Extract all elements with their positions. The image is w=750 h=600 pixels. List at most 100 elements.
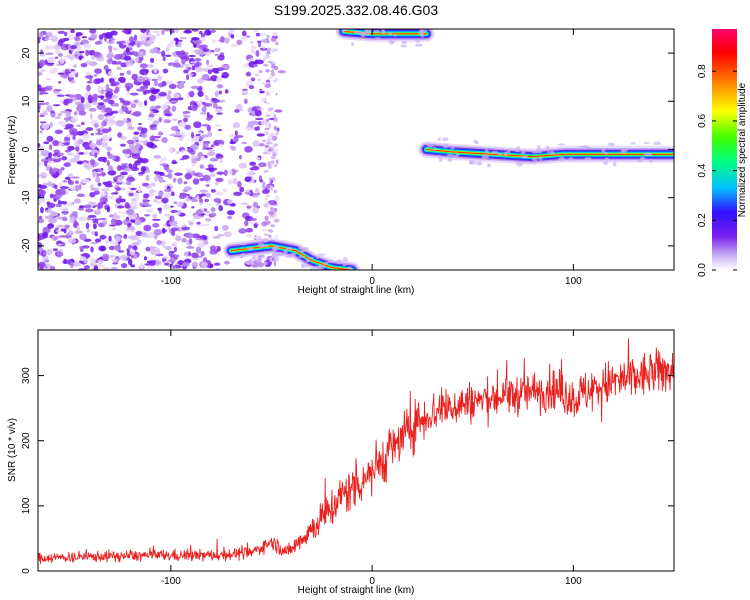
- noise-speckle: [106, 160, 110, 167]
- noise-speckle: [224, 260, 230, 265]
- noise-speckle: [38, 109, 41, 113]
- noise-speckle: [90, 241, 99, 245]
- ridge-halo: [350, 42, 355, 46]
- snr-xtick-label: 100: [565, 576, 582, 587]
- noise-speckle: [139, 63, 148, 69]
- snr-plot-area: [38, 330, 674, 571]
- noise-speckle: [106, 146, 112, 151]
- noise-speckle: [171, 161, 178, 164]
- noise-speckle: [44, 102, 50, 105]
- ridge-halo: [653, 141, 661, 145]
- noise-speckle: [93, 74, 98, 77]
- noise-speckle: [261, 189, 270, 195]
- noise-speckle: [274, 109, 283, 113]
- noise-speckle: [238, 154, 242, 160]
- noise-speckle: [268, 177, 275, 181]
- noise-speckle: [253, 260, 261, 263]
- noise-speckle: [253, 29, 259, 33]
- ridge-halo: [503, 151, 508, 156]
- noise-speckle: [143, 224, 152, 232]
- noise-speckle: [207, 151, 215, 157]
- noise-speckle: [61, 242, 66, 247]
- noise-speckle: [157, 82, 165, 88]
- noise-speckle: [120, 171, 128, 176]
- noise-speckle: [64, 224, 69, 230]
- noise-speckle: [265, 118, 270, 122]
- noise-speckle: [85, 127, 94, 131]
- noise-speckle: [151, 218, 161, 221]
- ridge-halo: [271, 247, 277, 253]
- noise-speckle: [203, 210, 211, 213]
- spectral-ridge-3: [418, 137, 674, 168]
- noise-speckle: [90, 132, 95, 136]
- noise-speckle: [136, 42, 141, 48]
- noise-speckle: [49, 121, 53, 128]
- noise-speckle: [78, 207, 85, 211]
- noise-speckle: [174, 172, 183, 176]
- noise-speckle: [152, 223, 160, 228]
- noise-speckle: [67, 145, 75, 151]
- noise-speckle: [133, 218, 142, 226]
- noise-speckle: [267, 47, 272, 52]
- noise-speckle: [215, 177, 224, 183]
- noise-speckle: [140, 127, 148, 134]
- noise-speckle: [163, 188, 173, 193]
- noise-speckle: [39, 90, 44, 96]
- noise-speckle: [46, 56, 56, 64]
- noise-speckle: [125, 181, 132, 186]
- noise-speckle: [97, 102, 105, 106]
- ridge-halo: [306, 259, 310, 263]
- noise-speckle: [119, 72, 125, 76]
- noise-speckle: [180, 192, 188, 197]
- noise-speckle: [109, 254, 116, 258]
- noise-speckle: [126, 139, 135, 145]
- noise-speckle: [138, 34, 148, 41]
- noise-speckle: [177, 53, 184, 58]
- noise-speckle: [173, 201, 178, 204]
- noise-speckle: [138, 122, 142, 126]
- noise-speckle: [209, 173, 216, 177]
- noise-speckle: [196, 87, 203, 91]
- noise-speckle: [44, 259, 50, 263]
- noise-speckle: [155, 32, 161, 37]
- noise-speckle: [49, 167, 59, 173]
- noise-speckle: [67, 230, 74, 236]
- noise-speckle: [268, 76, 273, 80]
- noise-speckle: [49, 144, 53, 151]
- noise-speckle: [170, 126, 179, 132]
- noise-speckle: [197, 224, 206, 227]
- ridge-halo: [343, 275, 350, 279]
- spectral-ridge-1: [223, 237, 360, 279]
- noise-speckle: [59, 188, 67, 196]
- noise-speckle: [85, 222, 90, 230]
- ridge-halo: [468, 159, 473, 165]
- colorbar-tick-label: 0.8: [697, 64, 708, 78]
- noise-speckle: [146, 141, 155, 148]
- noise-speckle: [98, 245, 107, 252]
- noise-speckle: [275, 148, 279, 152]
- noise-speckle: [254, 59, 264, 65]
- noise-speckle: [97, 128, 101, 135]
- noise-speckle: [167, 62, 174, 67]
- noise-speckle: [89, 142, 97, 149]
- noise-speckle: [128, 163, 133, 170]
- noise-speckle: [219, 158, 223, 163]
- noise-speckle: [104, 31, 113, 39]
- noise-speckle: [218, 205, 223, 212]
- noise-speckle: [82, 133, 90, 140]
- noise-speckle: [46, 78, 52, 81]
- ridge-halo: [415, 43, 423, 47]
- snr-frame: [37, 329, 675, 572]
- noise-speckle: [42, 226, 51, 234]
- noise-speckle: [191, 233, 200, 239]
- noise-speckle: [163, 29, 171, 32]
- ridge-halo: [261, 254, 265, 259]
- noise-speckle: [275, 234, 279, 239]
- noise-speckle: [115, 198, 122, 204]
- noise-speckle: [145, 69, 149, 74]
- snr-xtick-label: -100: [161, 576, 181, 587]
- noise-speckle: [270, 188, 273, 191]
- noise-speckle: [118, 40, 126, 44]
- ridge-halo: [531, 158, 538, 162]
- noise-speckle: [269, 199, 275, 205]
